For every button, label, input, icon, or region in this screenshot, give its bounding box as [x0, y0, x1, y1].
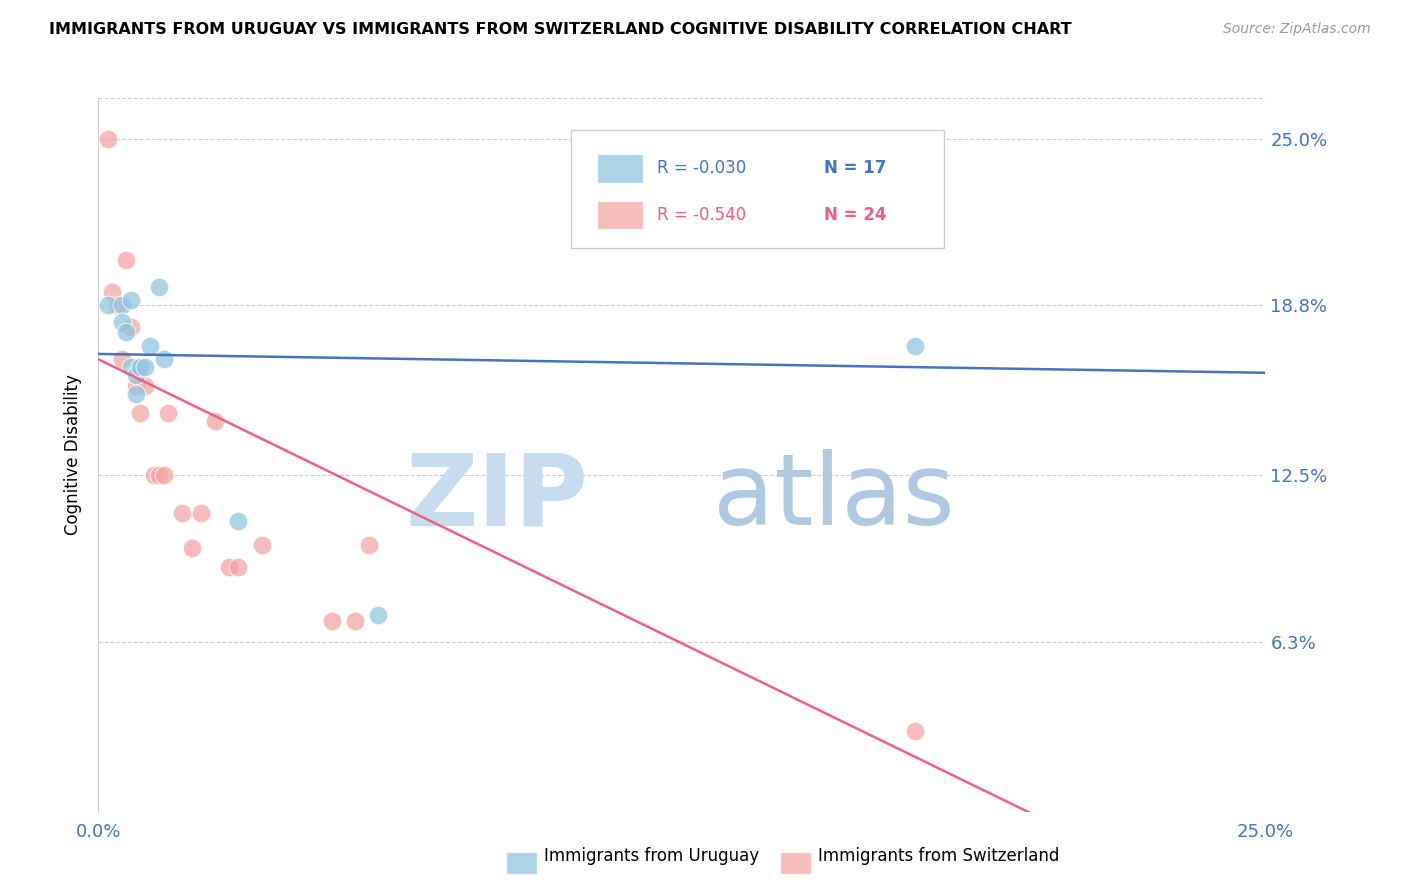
Point: [359, 538, 381, 552]
Point: [134, 360, 156, 375]
Point: [143, 468, 166, 483]
Text: Immigrants from Switzerland: Immigrants from Switzerland: [818, 847, 1060, 865]
Point: [321, 614, 343, 628]
Point: [129, 360, 152, 375]
Point: [180, 541, 202, 555]
Point: [120, 320, 142, 334]
Point: [218, 559, 240, 574]
Y-axis label: Cognitive Disability: Cognitive Disability: [65, 375, 83, 535]
Point: [97, 298, 120, 312]
Point: [148, 468, 170, 483]
Point: [139, 339, 162, 353]
Text: N = 24: N = 24: [824, 206, 887, 224]
Point: [97, 131, 120, 145]
FancyBboxPatch shape: [571, 130, 945, 248]
Point: [134, 379, 156, 393]
Point: [204, 414, 226, 428]
Text: Immigrants from Uruguay: Immigrants from Uruguay: [544, 847, 759, 865]
Point: [228, 559, 250, 574]
Point: [111, 315, 134, 329]
Point: [148, 279, 170, 293]
Point: [172, 506, 194, 520]
Point: [204, 51, 226, 65]
Text: atlas: atlas: [713, 450, 955, 546]
Point: [250, 538, 273, 552]
Point: [101, 285, 124, 299]
Point: [152, 352, 174, 367]
Point: [115, 326, 138, 340]
Bar: [596, 154, 644, 183]
Point: [344, 614, 367, 628]
Bar: [596, 201, 644, 229]
Text: Source: ZipAtlas.com: Source: ZipAtlas.com: [1223, 22, 1371, 37]
Point: [190, 506, 212, 520]
Point: [125, 387, 148, 401]
Point: [125, 368, 148, 383]
Point: [367, 608, 389, 623]
Point: [228, 514, 250, 528]
Text: R = -0.030: R = -0.030: [658, 160, 747, 178]
Point: [105, 298, 128, 312]
Text: N = 17: N = 17: [824, 160, 887, 178]
Text: IMMIGRANTS FROM URUGUAY VS IMMIGRANTS FROM SWITZERLAND COGNITIVE DISABILITY CORR: IMMIGRANTS FROM URUGUAY VS IMMIGRANTS FR…: [49, 22, 1071, 37]
Point: [904, 339, 927, 353]
Point: [111, 352, 134, 367]
Text: R = -0.540: R = -0.540: [658, 206, 747, 224]
Point: [120, 360, 142, 375]
Point: [115, 252, 138, 267]
Point: [129, 406, 152, 420]
Point: [120, 293, 142, 307]
Point: [904, 723, 927, 738]
Point: [125, 379, 148, 393]
Point: [111, 298, 134, 312]
Point: [157, 406, 180, 420]
Text: ZIP: ZIP: [406, 450, 589, 546]
Point: [152, 468, 174, 483]
